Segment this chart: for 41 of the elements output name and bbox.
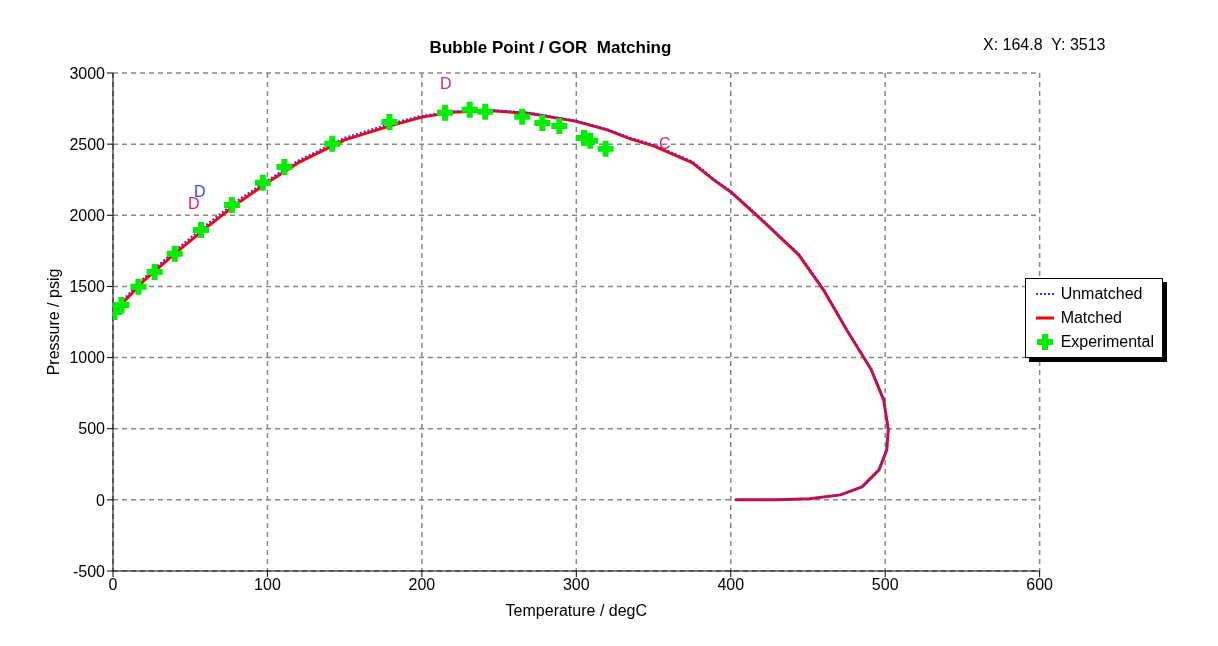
x-tick-label: 100 — [254, 576, 281, 594]
point — [276, 158, 293, 175]
x-axis-title: Temperature / degC — [505, 602, 648, 619]
y-tick-label: -500 — [72, 562, 106, 580]
y-axis-title: Pressure / psig — [44, 268, 62, 376]
point — [534, 114, 551, 131]
point — [146, 263, 163, 280]
legend-label: Experimental — [1060, 332, 1154, 352]
point — [166, 245, 183, 262]
point — [551, 117, 568, 134]
point — [130, 278, 147, 295]
point — [223, 196, 240, 213]
y-tick-label: 500 — [78, 420, 106, 438]
y-tick-label: 1000 — [69, 349, 106, 367]
text: X: 164.8 Y: 3513 — [983, 36, 1106, 54]
legend-label: Matched — [1060, 308, 1122, 328]
annotation: D — [440, 75, 452, 93]
annotation: C — [659, 135, 671, 153]
point — [324, 135, 341, 152]
point — [437, 104, 454, 121]
x-tick-label: 200 — [408, 576, 436, 594]
y-tick-label: 0 — [96, 491, 106, 509]
point — [461, 101, 478, 118]
y-tick-label: 2500 — [69, 135, 106, 153]
x-tick-label: 600 — [1026, 576, 1054, 594]
point — [381, 113, 398, 130]
y-tick-label: 2000 — [69, 206, 106, 224]
legend-label: Unmatched — [1060, 284, 1143, 304]
x-tick-label: 0 — [108, 576, 118, 594]
x-tick-label: 400 — [717, 576, 745, 594]
chart-title: Bubble Point / GOR Matching — [429, 38, 672, 57]
point — [254, 174, 271, 191]
x-tick-label: 500 — [871, 576, 899, 594]
point — [113, 296, 130, 313]
point — [597, 140, 614, 157]
point — [477, 103, 494, 120]
x-tick-label: 300 — [562, 576, 590, 594]
point — [514, 108, 531, 125]
y-tick-label: 1500 — [69, 278, 106, 296]
y-tick-label: 3000 — [69, 64, 106, 82]
point — [193, 221, 210, 238]
